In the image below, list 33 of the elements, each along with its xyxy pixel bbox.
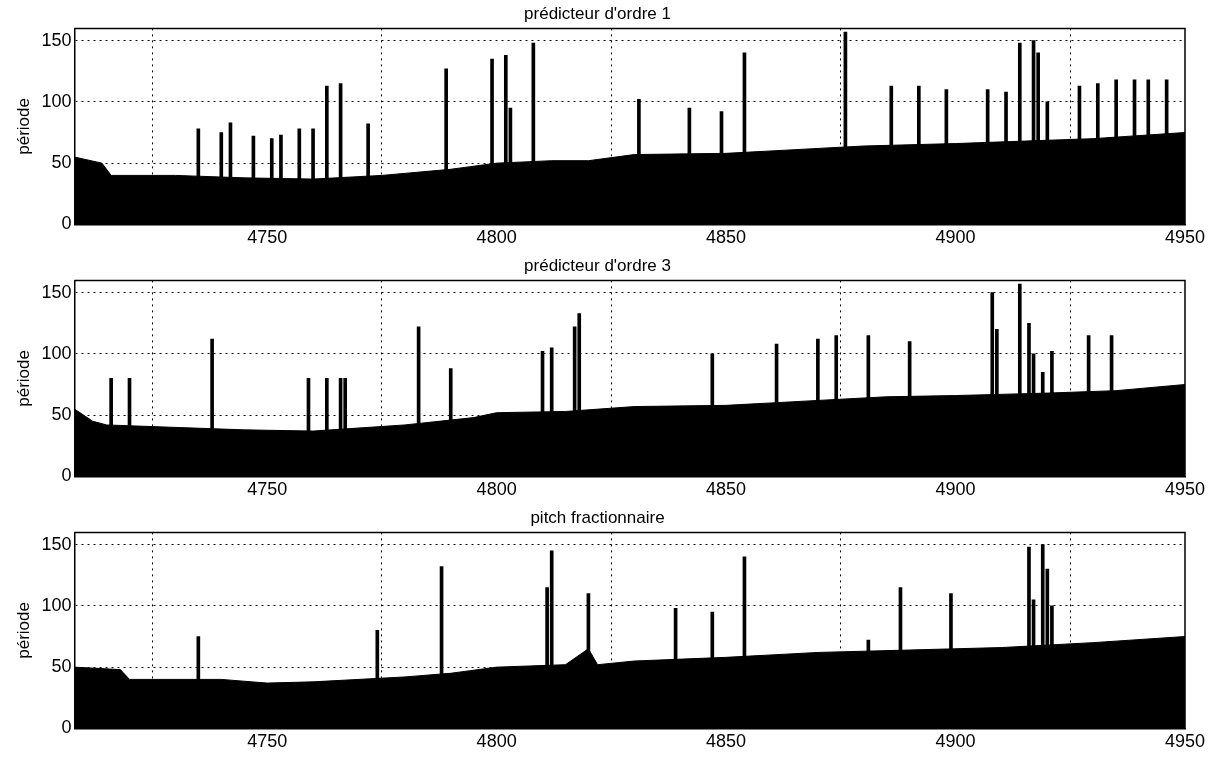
x-tick-label: 4900: [935, 479, 976, 500]
x-tick-label: 4750: [247, 479, 288, 500]
y-tick-label: 0: [61, 213, 72, 234]
chart-title: prédicteur d'ordre 1: [524, 3, 671, 23]
y-axis-title: période: [13, 602, 33, 659]
x-tick-label: 4900: [935, 227, 976, 248]
chart-title: prédicteur d'ordre 3: [524, 255, 671, 275]
y-tick-label: 150: [41, 533, 72, 554]
y-tick-label: 150: [41, 29, 72, 50]
y-axis-title: période: [13, 350, 33, 407]
x-tick-label: 4750: [247, 227, 288, 248]
x-tick-label: 4900: [935, 731, 976, 752]
y-tick-label: 150: [41, 281, 72, 302]
x-tick-label: 4800: [476, 479, 517, 500]
y-tick-label: 50: [51, 404, 72, 425]
x-tick-label: 4750: [247, 731, 288, 752]
y-tick-label: 100: [41, 594, 72, 615]
y-tick-label: 100: [41, 90, 72, 111]
y-tick-label: 50: [51, 152, 72, 173]
x-tick-label: 4800: [476, 731, 517, 752]
x-tick-label: 4850: [706, 227, 747, 248]
y-axis-title: période: [13, 98, 33, 155]
x-tick-label: 4950: [1164, 479, 1206, 500]
y-tick-label: 0: [61, 465, 72, 486]
x-tick-label: 4950: [1164, 227, 1206, 248]
x-tick-label: 4800: [476, 227, 517, 248]
y-tick-label: 0: [61, 717, 72, 738]
x-tick-label: 4850: [706, 479, 747, 500]
y-tick-label: 50: [51, 656, 72, 677]
x-tick-label: 4850: [706, 731, 747, 752]
y-tick-label: 100: [41, 342, 72, 363]
chart-title: pitch fractionnaire: [530, 507, 665, 527]
x-tick-label: 4950: [1164, 731, 1206, 752]
